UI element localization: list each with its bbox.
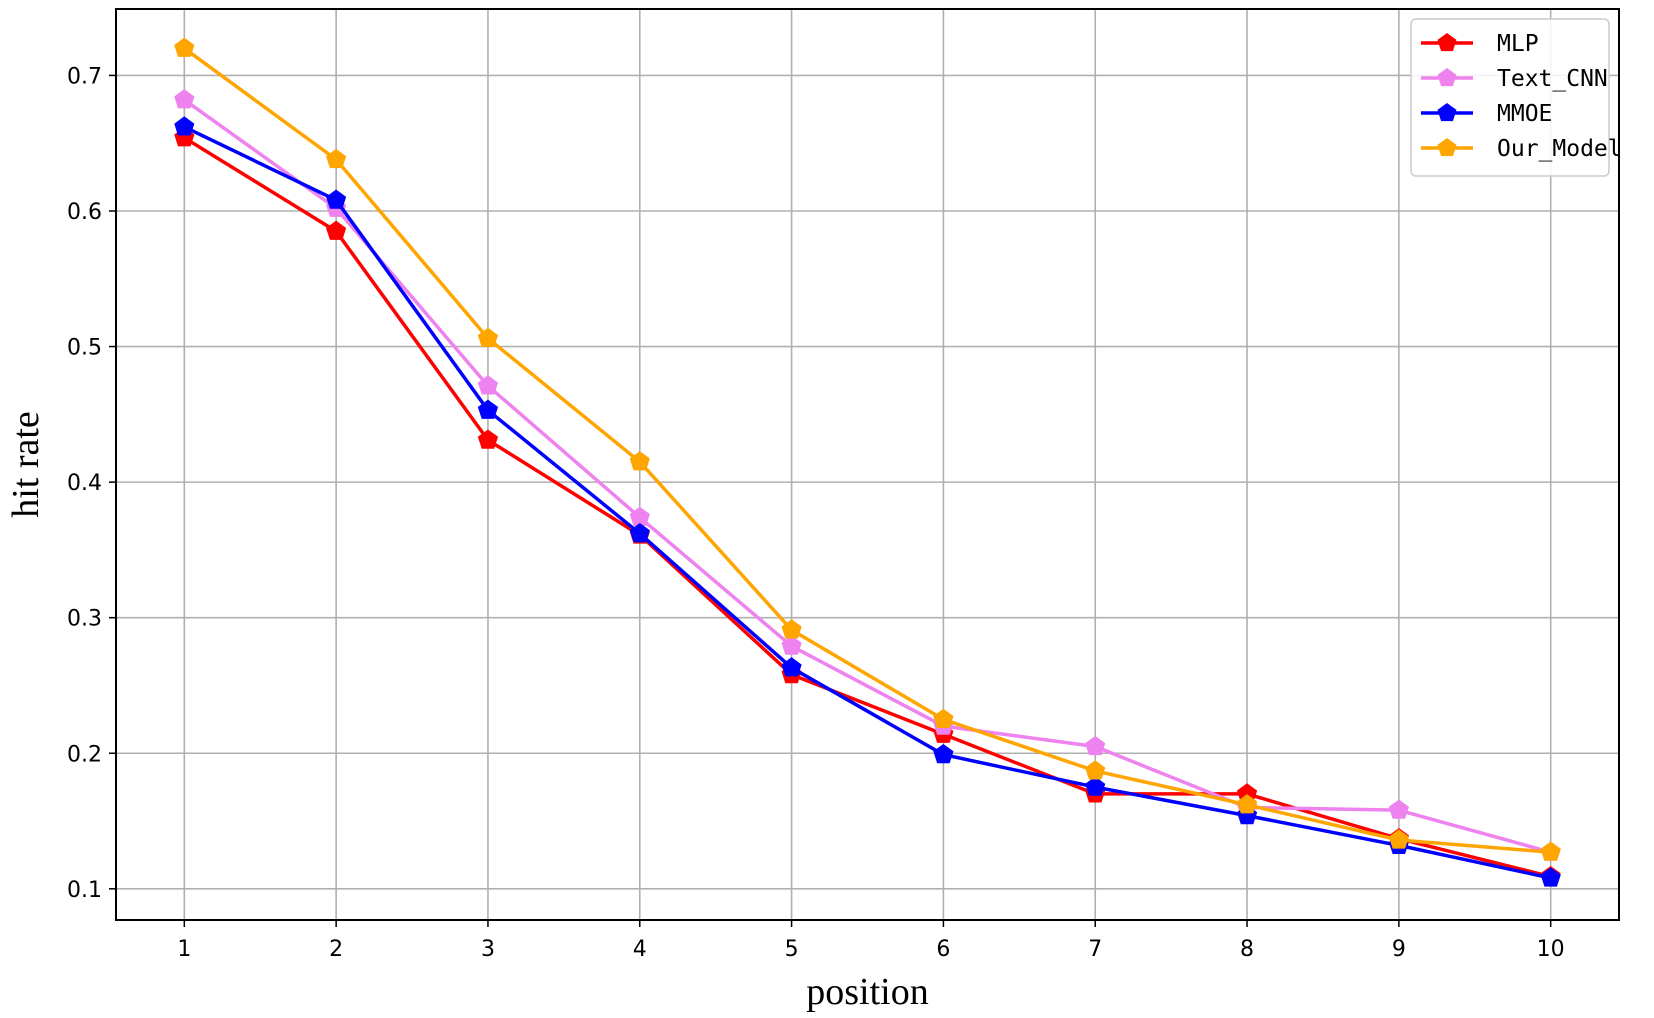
- x-axis-label: position: [806, 971, 928, 1013]
- y-axis-label: hit rate: [5, 411, 47, 518]
- legend-item-mlp: MLP: [1421, 31, 1539, 57]
- data-point-text-cnn: [477, 375, 499, 395]
- data-point-mmoe: [629, 522, 650, 543]
- series-line-mlp: [183, 136, 1552, 879]
- data-point-our-model: [933, 708, 954, 728]
- y-tick-label: 0.2: [67, 742, 102, 767]
- series-layer: [174, 37, 1561, 887]
- x-tick-label: 2: [329, 937, 343, 962]
- series-line-mmoe: [183, 125, 1552, 880]
- x-tick-label: 6: [936, 937, 950, 962]
- x-tick-label: 1: [177, 937, 191, 962]
- legend-label: Text_CNN: [1497, 66, 1608, 92]
- series-line-text-cnn: [183, 98, 1552, 854]
- data-point-our-model: [1236, 794, 1258, 814]
- legend: MLP Text_CNN MMOE Our_Model: [1410, 18, 1622, 177]
- series-mlp: [174, 127, 1561, 886]
- plot-frame: [115, 8, 1620, 921]
- legend-label: Our_Model: [1497, 136, 1622, 162]
- data-point-our-model: [629, 451, 650, 471]
- legend-label: MMOE: [1497, 101, 1552, 127]
- x-tick-label: 4: [633, 937, 647, 962]
- legend-box: [1410, 18, 1610, 177]
- data-point-text-cnn: [174, 89, 195, 109]
- data-point-mmoe: [781, 657, 802, 677]
- x-tick-label: 3: [481, 937, 495, 962]
- data-point-our-model: [174, 37, 195, 57]
- y-tick-label: 0.3: [67, 607, 102, 632]
- y-tick-label: 0.7: [67, 64, 102, 89]
- series-line-our-model: [183, 46, 1551, 854]
- x-tick-label: 9: [1392, 937, 1406, 962]
- data-point-text-cnn: [1388, 799, 1409, 819]
- data-point-mmoe: [326, 189, 347, 209]
- data-point-mlp: [477, 429, 499, 449]
- x-tick-label: 8: [1240, 937, 1254, 962]
- legend-item-mmoe: MMOE: [1421, 101, 1552, 127]
- y-tick-label: 0.1: [67, 878, 102, 903]
- data-point-our-model: [1540, 841, 1561, 861]
- data-point-mlp: [326, 220, 347, 240]
- x-tick-label: 7: [1088, 937, 1102, 962]
- y-tick-label: 0.6: [67, 200, 102, 225]
- legend-swatch-marker: [1437, 68, 1457, 87]
- series-mmoe: [174, 116, 1561, 887]
- legend-item-our-model: Our_Model: [1421, 136, 1622, 162]
- data-point-our-model: [781, 619, 802, 639]
- legend-swatch-marker: [1437, 103, 1457, 122]
- x-tick-label: 10: [1537, 937, 1565, 962]
- x-tick-label: 5: [785, 937, 799, 962]
- ticks: 1 2 3 4 5 6 7 8 9 10 0.1 0.2 0.3 0.4 0.5 0.6 0.7: [67, 64, 1565, 962]
- data-point-text-cnn: [1085, 735, 1106, 756]
- data-point-our-model: [326, 148, 347, 169]
- data-point-our-model: [477, 327, 499, 347]
- legend-label: MLP: [1497, 31, 1539, 57]
- data-point-mmoe: [933, 743, 954, 764]
- data-point-our-model: [1388, 829, 1409, 849]
- series-our-model: [174, 37, 1561, 861]
- legend-item-text-cnn: Text_CNN: [1421, 66, 1608, 92]
- series-text-cnn: [174, 89, 1561, 861]
- legend-swatch-marker: [1437, 138, 1457, 157]
- data-point-our-model: [1085, 760, 1106, 780]
- data-point-mmoe: [174, 116, 195, 136]
- y-tick-label: 0.4: [67, 471, 102, 496]
- data-point-mmoe: [1540, 867, 1561, 887]
- grid: [116, 9, 1619, 920]
- data-point-text-cnn: [781, 635, 802, 655]
- data-point-mmoe: [1085, 776, 1106, 796]
- y-tick-label: 0.5: [67, 336, 102, 361]
- legend-swatch-marker: [1437, 33, 1457, 52]
- data-point-mmoe: [477, 399, 499, 419]
